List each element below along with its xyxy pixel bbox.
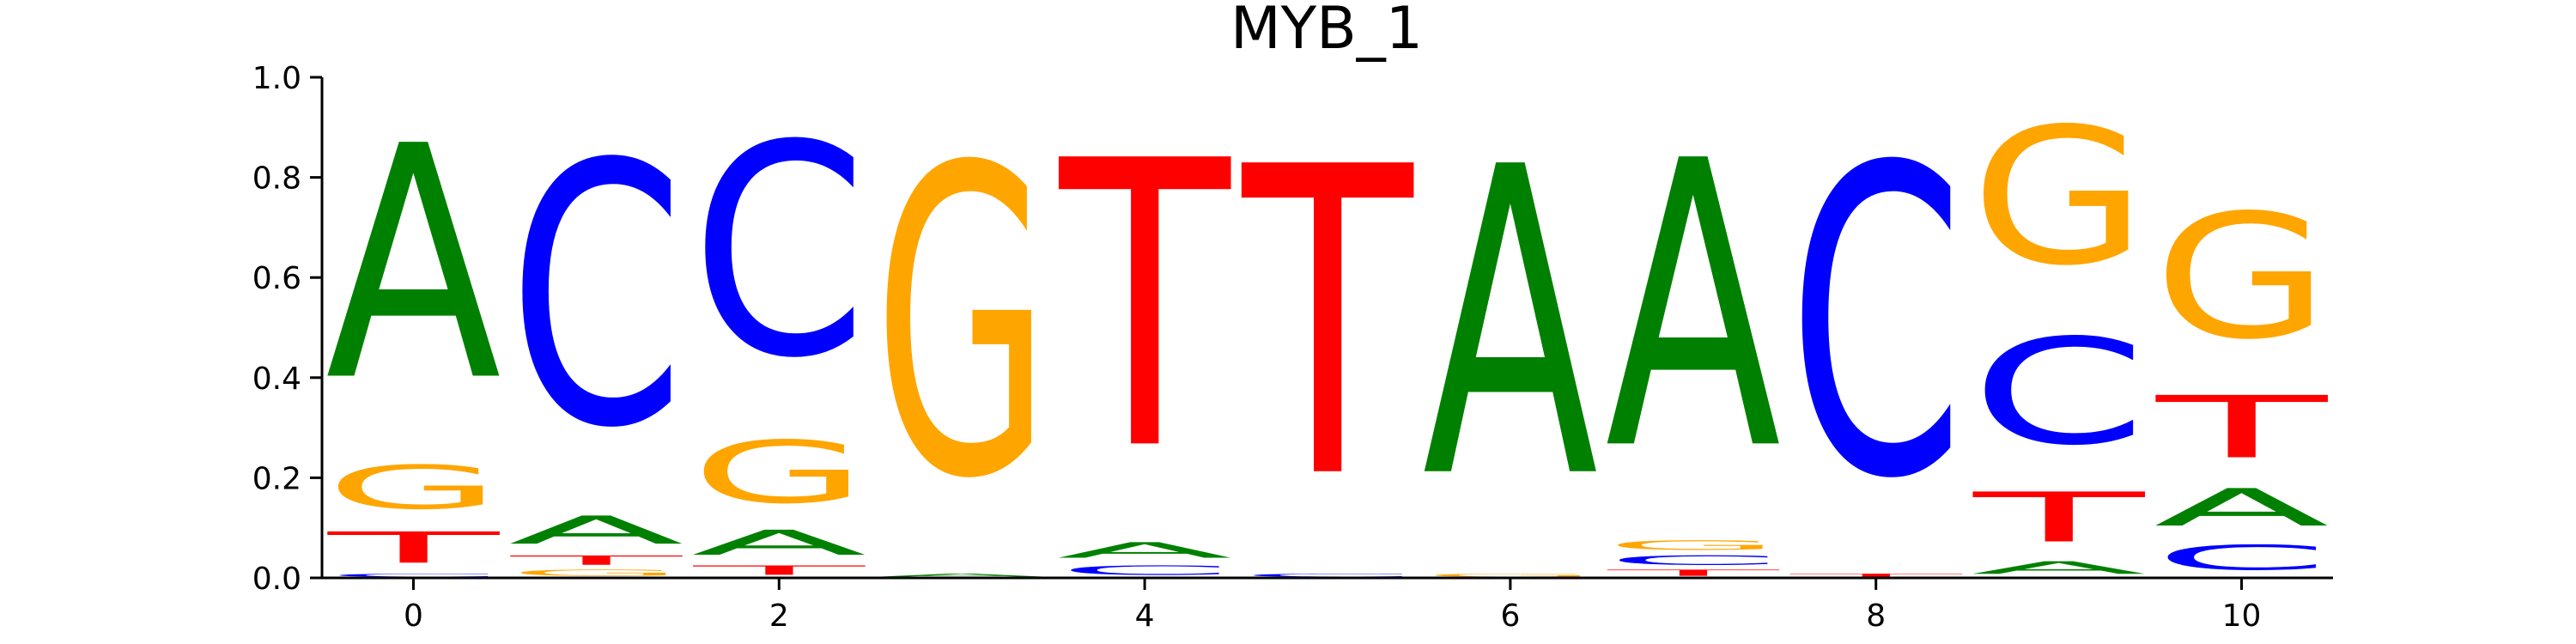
logo-letter-t: T: [1607, 568, 1780, 578]
logo-letter-a: A: [325, 78, 502, 452]
y-tick-label: 0.8: [252, 161, 301, 197]
logo-letter-c: C: [325, 573, 501, 578]
logo-letter-t: T: [1789, 573, 1963, 578]
y-tick-label: 0.0: [252, 562, 301, 597]
logo-letter-c: C: [508, 88, 684, 507]
logo-letter-g: G: [874, 80, 1050, 572]
logo-letter-c: C: [1057, 563, 1233, 578]
logo-letter-c: C: [1788, 78, 1964, 572]
x-tick-label: 0: [404, 598, 423, 634]
logo-letter-g: G: [508, 568, 684, 578]
x-tick-label: 2: [769, 598, 789, 634]
logo-letter-t: T: [1972, 477, 2146, 557]
axes-layer: [320, 77, 2333, 580]
logo-letter-a: A: [2154, 478, 2330, 538]
logo-letter-t: T: [1055, 78, 1234, 537]
logo-letter-g: G: [691, 423, 867, 523]
logo-letter-c: C: [1240, 573, 1416, 578]
logo-letter-g: G: [325, 453, 501, 523]
y-tick-label: 0.6: [252, 261, 301, 296]
logo-letter-a: A: [874, 573, 1050, 578]
y-tick-label: 0.2: [252, 461, 301, 496]
logo-letter-c: C: [2154, 538, 2330, 578]
x-tick-label: 6: [1500, 598, 1520, 634]
logo-letter-c: C: [691, 83, 867, 422]
y-tick-label: 0.4: [252, 361, 301, 397]
y-tick-label: 1.0: [252, 61, 301, 96]
logo-letter-t: T: [693, 563, 866, 578]
logo-letter-a: A: [1422, 79, 1599, 572]
x-tick-label: 4: [1135, 598, 1155, 634]
logo-letter-g: G: [1605, 538, 1781, 552]
logo-letter-t: T: [2155, 378, 2328, 477]
logo-letter-g: G: [1971, 88, 2147, 307]
logo-letter-g: G: [1422, 573, 1598, 578]
x-tick-label: 8: [1866, 598, 1886, 634]
logo-letter-a: A: [1057, 538, 1233, 563]
logo-letter-c: C: [1605, 553, 1781, 568]
chart-title: MYB_1: [1230, 0, 1423, 63]
logo-letter-a: A: [508, 508, 684, 553]
logo-letter-a: A: [691, 523, 867, 562]
logo-letter-t: T: [1238, 78, 1417, 572]
logo-letter-a: A: [1605, 79, 1782, 537]
logo-letter-t: T: [327, 523, 500, 573]
ticks-layer: 0.0 0.2 0.4 0.6 0.8 1.0 0 2 4 6 8 10: [252, 61, 2262, 634]
logo-letter-a: A: [1971, 558, 2147, 578]
logo-letter-t: T: [510, 553, 683, 568]
x-tick-label: 10: [2222, 598, 2262, 634]
logo-letter-g: G: [2154, 179, 2330, 378]
logo-letter-c: C: [1971, 308, 2147, 477]
